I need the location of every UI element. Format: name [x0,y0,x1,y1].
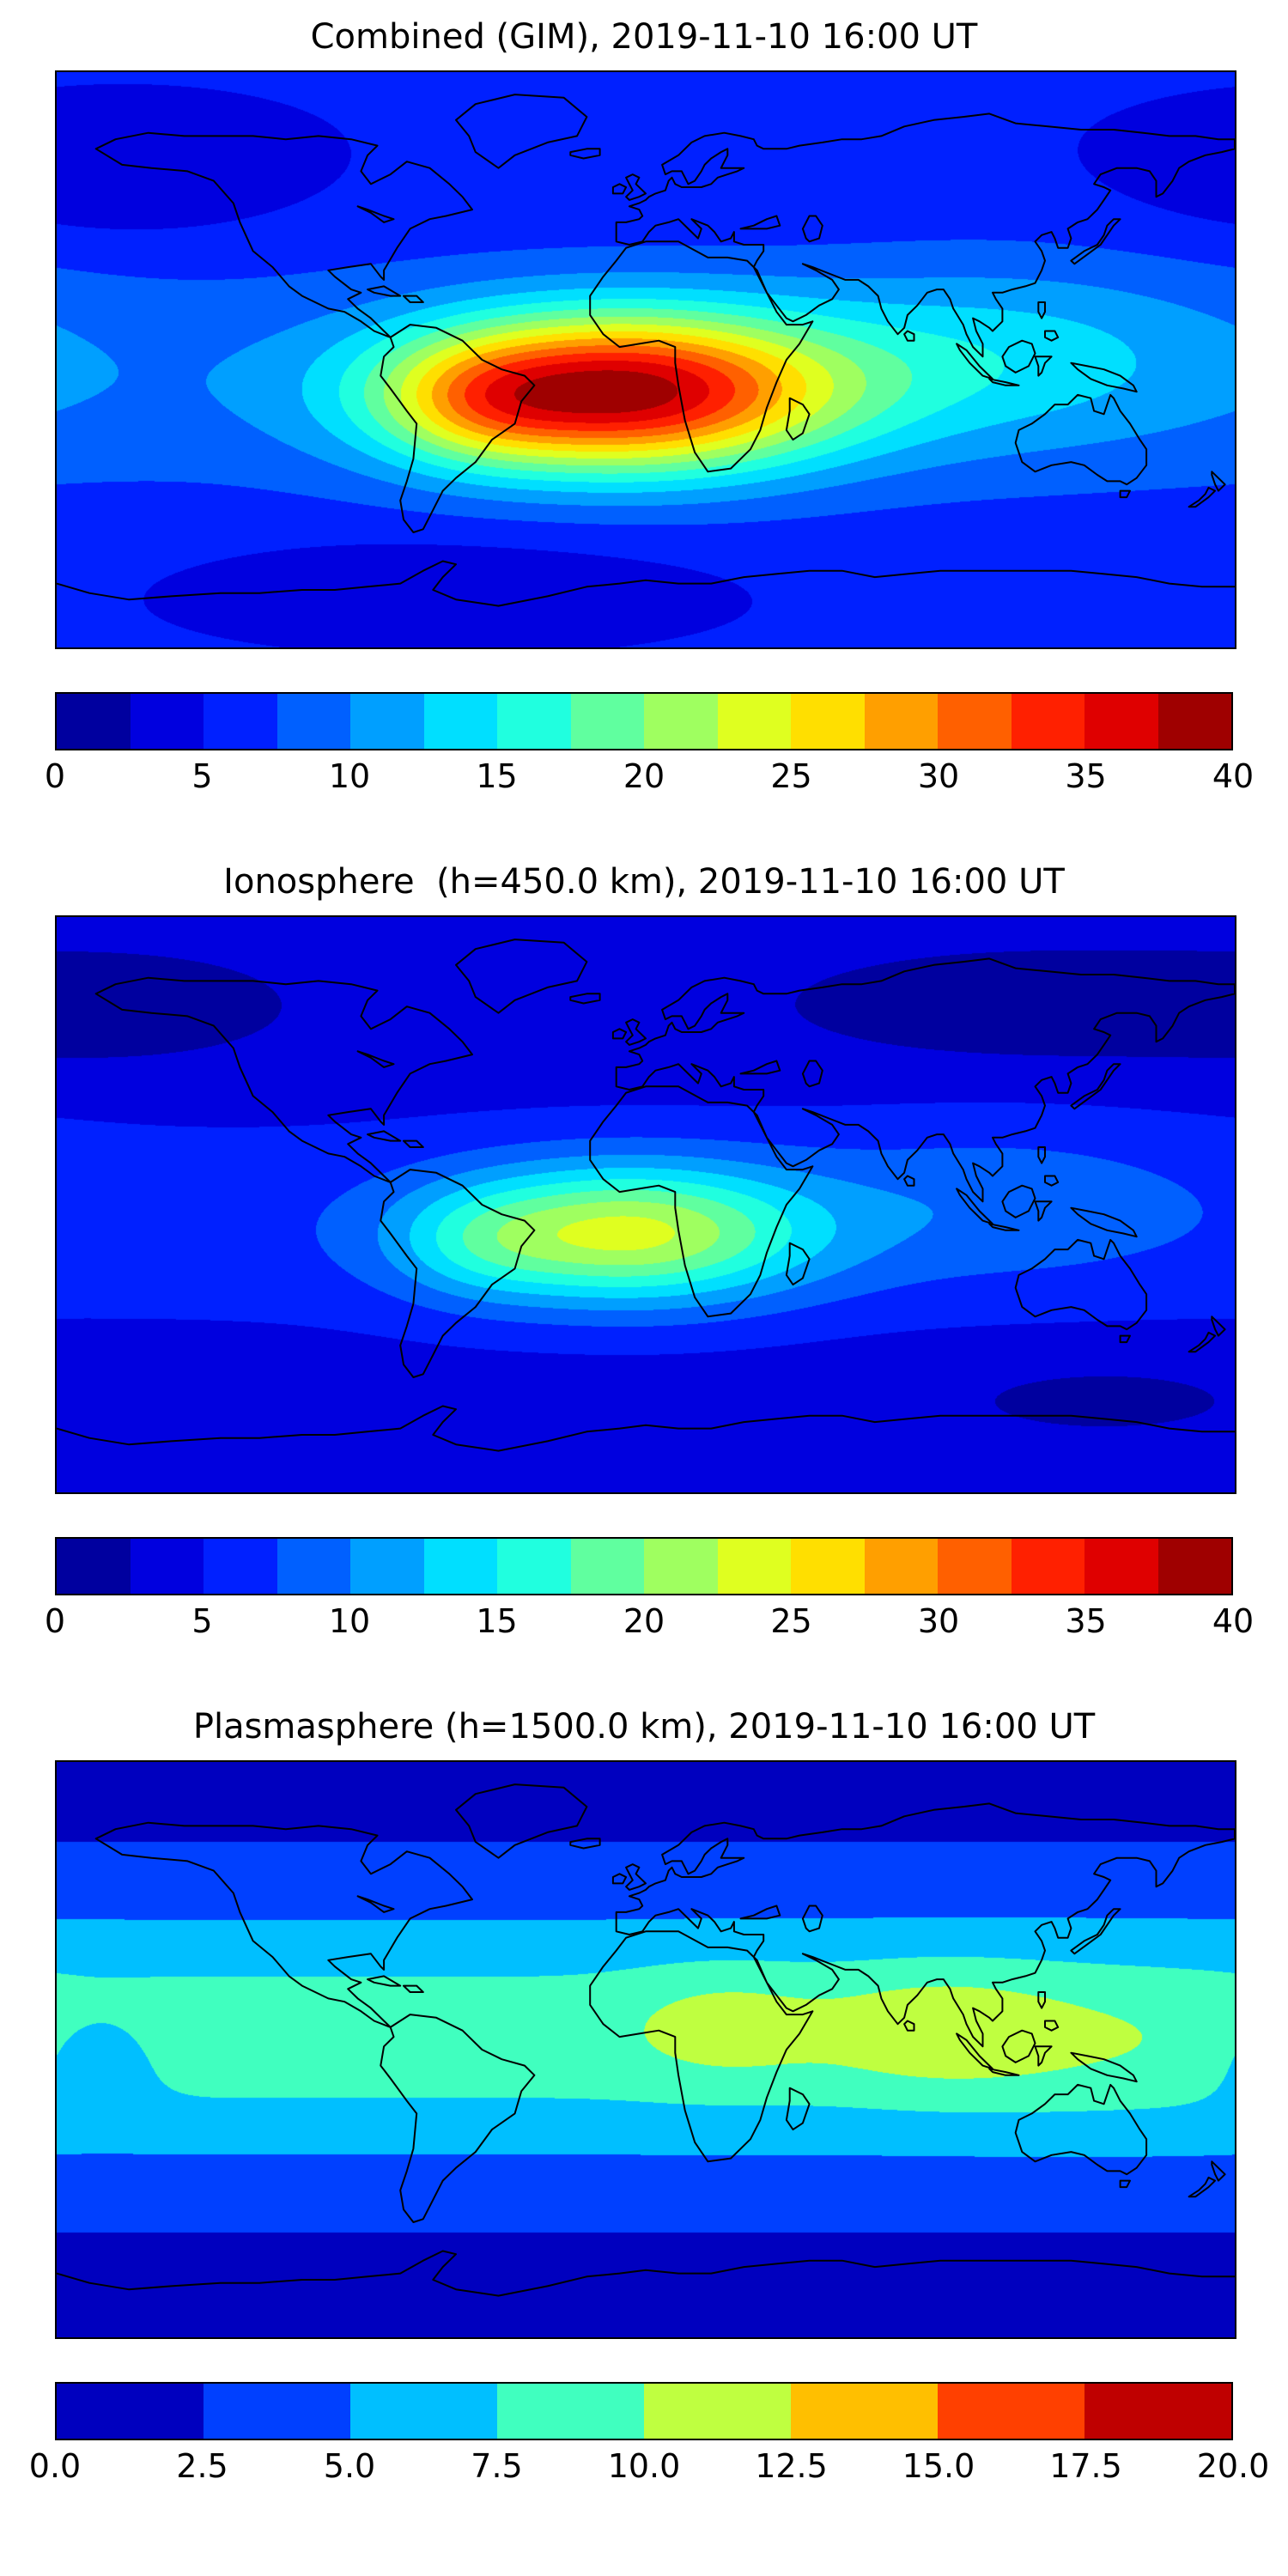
panel-combined-colorbar-strip [55,692,1233,750]
colorbar-tick-label: 10 [328,757,371,795]
colorbar-segment [1011,1539,1084,1594]
colorbar-tick-label: 15 [476,757,518,795]
colorbar-segment [204,694,277,749]
panel-plasmasphere-coastlines [57,1783,1235,2297]
panel-ionosphere-map [55,915,1236,1494]
colorbar-segment [938,2384,1084,2439]
panel-ionosphere-colorbar-strip [55,1537,1233,1595]
colorbar-segment [350,694,424,749]
colorbar-segment [1084,1539,1158,1594]
panel-plasmasphere-map [55,1760,1236,2339]
panel-combined-colorbar-tick-labels: 0 5 10 15 20 25 30 35 40 [45,757,1254,800]
colorbar-segment [497,2384,644,2439]
colorbar-tick-label: 30 [917,1602,960,1640]
colorbar-tick-label: 20 [623,1602,665,1640]
colorbar-segment [644,2384,791,2439]
colorbar-segment [570,1539,644,1594]
panel-plasmasphere-map-canvas [57,1762,1235,2337]
colorbar-tick-label: 5 [191,757,213,795]
colorbar-segment [57,2384,204,2439]
colorbar-tick-label: 35 [1065,1602,1107,1640]
colorbar-segment [1084,694,1158,749]
panel-ionosphere-map-canvas [57,917,1235,1492]
colorbar-tick-label: 30 [917,757,960,795]
colorbar-tick-label: 12.5 [755,2447,828,2485]
colorbar-tick-label: 25 [770,757,812,795]
colorbar-segment [1084,2384,1231,2439]
colorbar-segment [350,2384,497,2439]
panel-ionosphere-title: Ionosphere (h=450.0 km), 2019-11-10 16:0… [223,862,1065,902]
colorbar-segment [497,694,571,749]
colorbar-segment [1157,694,1231,749]
panel-combined-title: Combined (GIM), 2019-11-10 16:00 UT [310,17,978,57]
panel-combined-colorbar: 0 5 10 15 20 25 30 35 40 [45,692,1254,800]
colorbar-tick-label: 10 [328,1602,371,1640]
colorbar-segment [938,1539,1012,1594]
colorbar-tick-label: 0 [44,1602,66,1640]
colorbar-segment [644,1539,718,1594]
colorbar-tick-label: 40 [1212,757,1255,795]
colorbar-segment [570,694,644,749]
colorbar-tick-label: 15 [476,1602,518,1640]
panel-combined-map [55,70,1236,649]
colorbar-segment [791,694,865,749]
panel-plasmasphere-colorbar: 0.0 2.5 5.0 7.5 10.0 12.5 15.0 17.5 20.0 [29,2382,1270,2490]
panel-plasmasphere-colorbar-strip [55,2382,1233,2440]
panel-ionosphere: Ionosphere (h=450.0 km), 2019-11-10 16:0… [45,862,1254,1645]
panel-plasmasphere-title: Plasmasphere (h=1500.0 km), 2019-11-10 1… [192,1707,1096,1747]
colorbar-segment [864,1539,938,1594]
colorbar-segment [204,2384,350,2439]
panel-ionosphere-colorbar: 0 5 10 15 20 25 30 35 40 [45,1537,1254,1645]
colorbar-segment [350,1539,424,1594]
colorbar-segment [938,694,1012,749]
colorbar-tick-label: 2.5 [176,2447,228,2485]
colorbar-segment [423,1539,497,1594]
colorbar-segment [644,694,718,749]
colorbar-tick-label: 40 [1212,1602,1255,1640]
colorbar-segment [1011,694,1084,749]
colorbar-tick-label: 20 [623,757,665,795]
figure: Combined (GIM), 2019-11-10 16:00 UT 0 5 10… [29,0,1270,2490]
colorbar-segment [57,694,131,749]
colorbar-tick-label: 0 [44,757,66,795]
colorbar-segment [276,1539,350,1594]
colorbar-tick-label: 35 [1065,757,1107,795]
colorbar-tick-label: 7.5 [471,2447,523,2485]
colorbar-tick-label: 10.0 [607,2447,681,2485]
colorbar-segment [57,1539,131,1594]
panel-plasmasphere: Plasmasphere (h=1500.0 km), 2019-11-10 1… [29,1707,1270,2490]
colorbar-tick-label: 0.0 [28,2447,82,2485]
colorbar-segment [864,694,938,749]
panel-combined-map-canvas [57,72,1235,647]
panel-ionosphere-colorbar-tick-labels: 0 5 10 15 20 25 30 35 40 [45,1602,1254,1645]
colorbar-segment [791,2384,938,2439]
colorbar-segment [1157,1539,1231,1594]
colorbar-segment [423,694,497,749]
colorbar-tick-label: 5.0 [323,2447,376,2485]
colorbar-tick-label: 25 [770,1602,812,1640]
colorbar-tick-label: 20.0 [1196,2447,1270,2485]
colorbar-segment [130,1539,204,1594]
colorbar-segment [130,694,204,749]
panel-ionosphere-coastlines [57,939,1235,1452]
colorbar-tick-label: 5 [191,1602,213,1640]
panel-combined: Combined (GIM), 2019-11-10 16:00 UT 0 5 10… [45,17,1254,800]
colorbar-segment [717,694,791,749]
colorbar-segment [204,1539,277,1594]
colorbar-tick-label: 17.5 [1049,2447,1122,2485]
colorbar-segment [497,1539,571,1594]
colorbar-tick-label: 15.0 [902,2447,975,2485]
colorbar-segment [717,1539,791,1594]
colorbar-segment [276,694,350,749]
panel-combined-coastlines [57,94,1235,607]
panel-plasmasphere-colorbar-tick-labels: 0.0 2.5 5.0 7.5 10.0 12.5 15.0 17.5 20.0 [29,2447,1270,2490]
colorbar-segment [791,1539,865,1594]
